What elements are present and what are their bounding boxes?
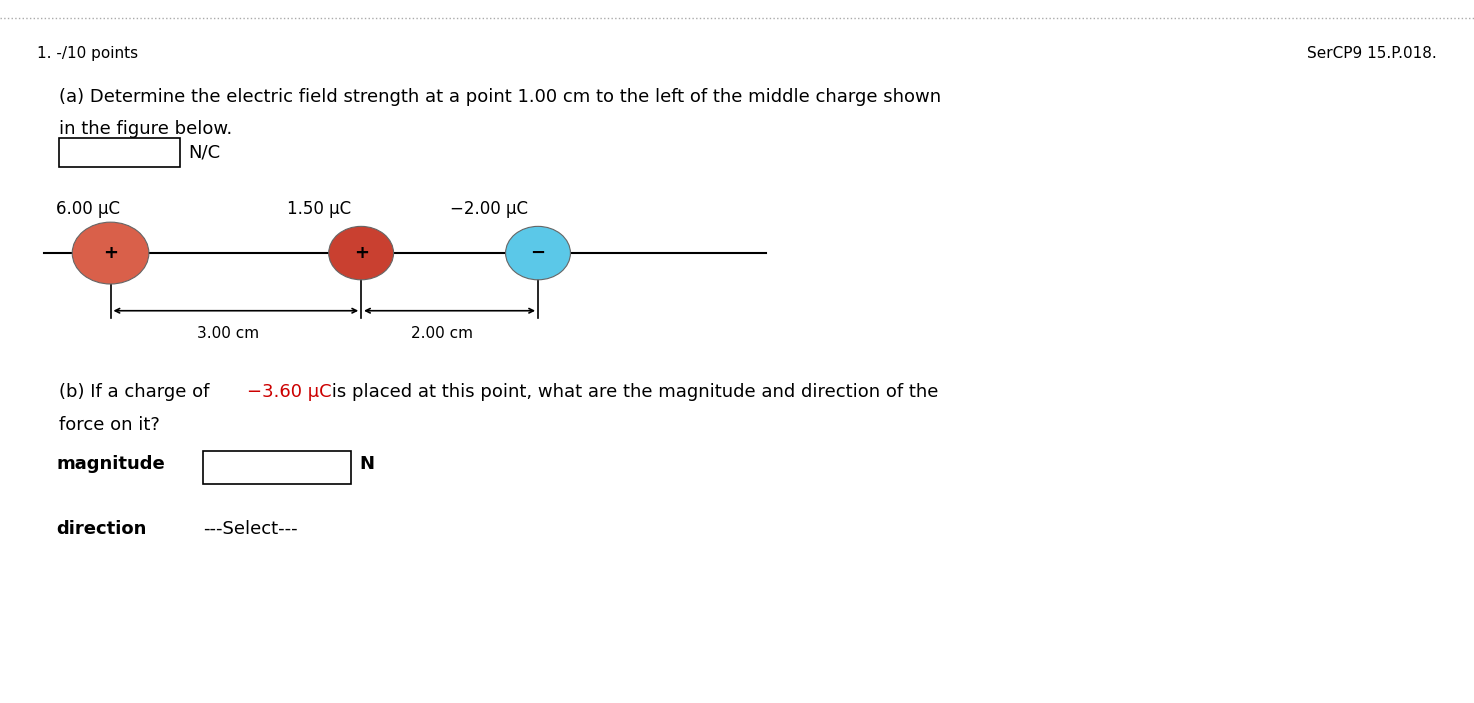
Text: −2.00 μC: −2.00 μC xyxy=(450,200,528,219)
Text: 1.50 μC: 1.50 μC xyxy=(287,200,352,219)
FancyBboxPatch shape xyxy=(203,451,351,484)
Text: +: + xyxy=(103,244,118,262)
Text: 1. -/10 points: 1. -/10 points xyxy=(37,46,139,60)
Text: SerCP9 15.P.018.: SerCP9 15.P.018. xyxy=(1307,46,1437,60)
Text: (b) If a charge of: (b) If a charge of xyxy=(59,383,215,401)
Text: +: + xyxy=(354,244,368,262)
Text: N: N xyxy=(360,455,374,473)
Text: 3.00 cm: 3.00 cm xyxy=(198,326,259,341)
Ellipse shape xyxy=(72,222,149,284)
Ellipse shape xyxy=(329,226,394,280)
Text: N/C: N/C xyxy=(189,143,221,162)
Text: 6.00 μC: 6.00 μC xyxy=(56,200,119,219)
Ellipse shape xyxy=(506,226,570,280)
Text: −: − xyxy=(531,244,545,262)
Text: ---Select---: ---Select--- xyxy=(203,520,298,538)
Text: force on it?: force on it? xyxy=(59,416,159,434)
FancyBboxPatch shape xyxy=(59,138,180,167)
Text: is placed at this point, what are the magnitude and direction of the: is placed at this point, what are the ma… xyxy=(326,383,937,401)
Text: (a) Determine the electric field strength at a point 1.00 cm to the left of the : (a) Determine the electric field strengt… xyxy=(59,88,940,106)
Text: −3.60 μC: −3.60 μC xyxy=(246,383,332,401)
Text: in the figure below.: in the figure below. xyxy=(59,120,233,138)
Text: magnitude: magnitude xyxy=(56,455,165,473)
Text: 2.00 cm: 2.00 cm xyxy=(411,326,473,341)
Text: direction: direction xyxy=(56,520,146,538)
